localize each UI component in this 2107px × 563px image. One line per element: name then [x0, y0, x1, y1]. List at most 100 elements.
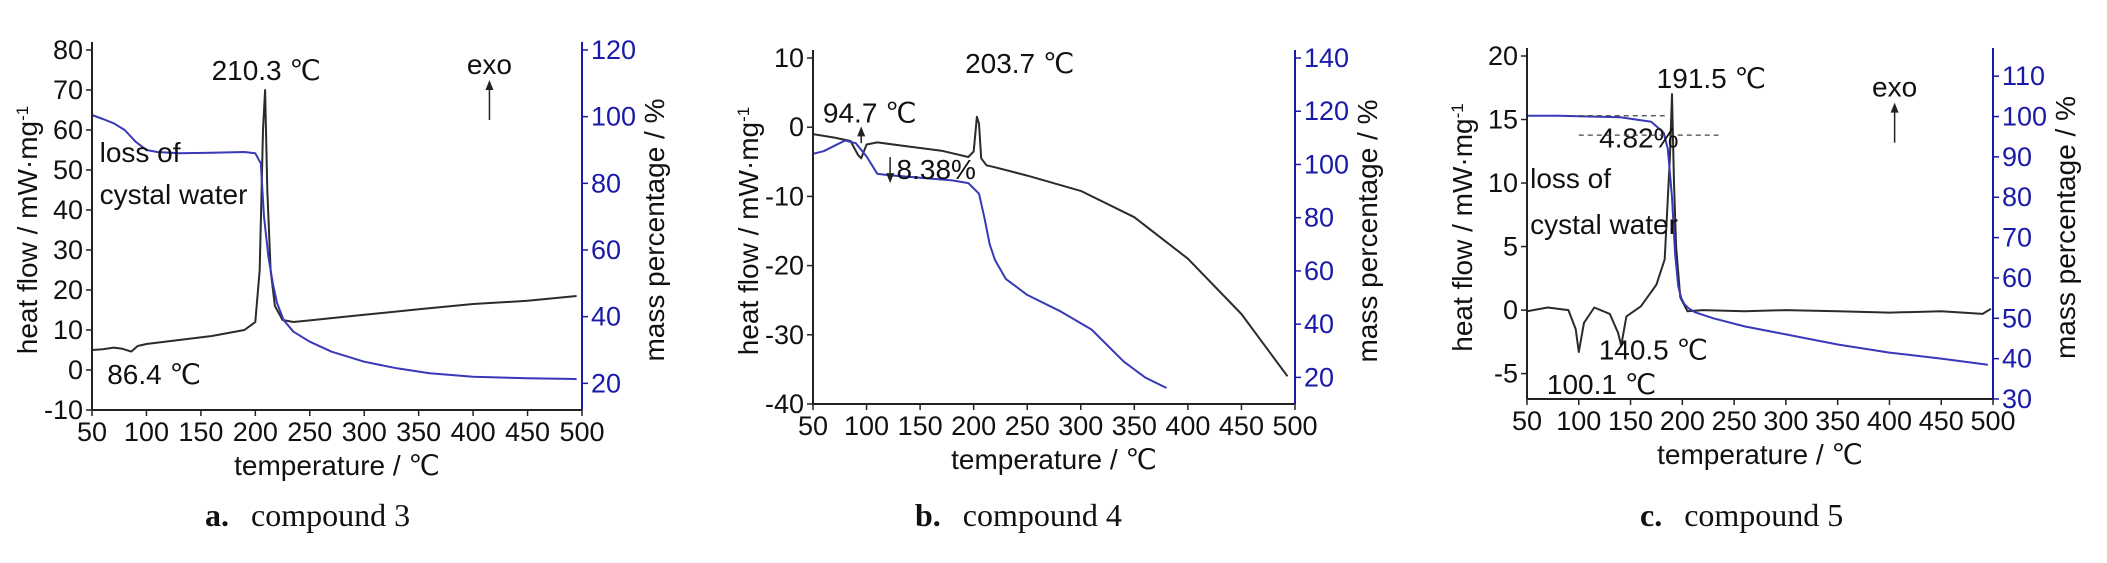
y-right-tick-label: 110 — [2002, 61, 2045, 91]
y-left-tick-label: 70 — [53, 75, 83, 105]
y-left-tick-label: 30 — [53, 235, 83, 265]
chart-panel-c: 50 100 150 200 250 300 350 400 450 500 -5 0 5 10 15 20 3… — [1415, 0, 2107, 563]
annotation-label: 4.82% — [1599, 122, 1678, 153]
y-right-tick-label: 60 — [2002, 263, 2032, 293]
x-tick-label: 100 — [1556, 406, 1601, 436]
loss-arrow-head — [886, 173, 895, 184]
y-right-tick-label: 80 — [1304, 203, 1334, 233]
y-left-tick-label: -10 — [44, 395, 83, 425]
y-right-tick-label: 20 — [1304, 362, 1334, 392]
y-left-tick-label: 40 — [53, 195, 83, 225]
y-right-tick-label: 40 — [2002, 344, 2032, 374]
y-right-tick-label: 120 — [1304, 96, 1349, 126]
y-left-tick-label: 5 — [1503, 232, 1518, 262]
caption-c-letter: c. — [1640, 497, 1663, 533]
y-right-tick-label: 60 — [1304, 256, 1334, 286]
y-left-tick-label: -20 — [765, 251, 804, 281]
y-left-tick-label: 50 — [53, 155, 83, 185]
x-tick-label: 350 — [396, 417, 441, 447]
y-left-tick-label: 0 — [1503, 295, 1518, 325]
exo-arrow-head — [1890, 102, 1899, 113]
x-tick-label: 450 — [1219, 411, 1264, 441]
y-left-tick-label: 10 — [774, 43, 804, 73]
y-left-tick-label: -40 — [765, 389, 804, 419]
annotation-label: cystal water — [100, 179, 248, 210]
caption-a: a. compound 3 — [205, 497, 410, 534]
series-mass-line — [92, 114, 577, 380]
x-tick-label: 400 — [1867, 406, 1912, 436]
annotation-label: loss of — [1530, 163, 1611, 194]
annotation-label: loss of — [100, 137, 181, 168]
annotation-label: 94.7 ℃ — [823, 97, 917, 128]
x-tick-label: 400 — [1165, 411, 1210, 441]
x-tick-label: 200 — [951, 411, 996, 441]
annotation-label: 210.3 ℃ — [212, 55, 321, 86]
series-mass-line — [1527, 114, 1988, 366]
y-right-tick-label: 30 — [2002, 384, 2032, 414]
x-tick-label: 150 — [178, 417, 223, 447]
y-left-tick-label: 20 — [1488, 41, 1518, 71]
annotation-label: cystal water — [1530, 209, 1678, 240]
x-tick-label: 50 — [77, 417, 107, 447]
x-tick-label: 300 — [1763, 406, 1808, 436]
y-right-tick-label: 90 — [2002, 142, 2032, 172]
x-axis-label: temperature / ℃ — [234, 450, 440, 481]
y-left-tick-label: 0 — [68, 355, 83, 385]
x-tick-label: 150 — [898, 411, 943, 441]
x-tick-label: 250 — [1712, 406, 1757, 436]
annotation-label: 191.5 ℃ — [1657, 63, 1766, 94]
x-tick-label: 100 — [124, 417, 169, 447]
y-left-tick-label: 10 — [1488, 168, 1518, 198]
x-axis-label: temperature / ℃ — [1657, 439, 1863, 470]
y-left-tick-label: 15 — [1488, 105, 1518, 135]
y-left-tick-label: 20 — [53, 275, 83, 305]
x-tick-label: 250 — [1005, 411, 1050, 441]
y-right-tick-label: 120 — [591, 35, 636, 65]
chart-c-svg: 50 100 150 200 250 300 350 400 450 500-5051015203… — [1447, 41, 2081, 470]
x-tick-label: 300 — [1058, 411, 1103, 441]
x-tick-label: 150 — [1608, 406, 1653, 436]
x-tick-label: 50 — [1512, 406, 1542, 436]
x-axis-label: temperature / ℃ — [951, 444, 1157, 475]
x-tick-label: 450 — [505, 417, 550, 447]
annotation-label: 8.38% — [897, 154, 976, 185]
x-tick-label: 250 — [287, 417, 332, 447]
caption-b: b. compound 4 — [915, 497, 1122, 534]
series-heat-flow-line — [1527, 93, 1992, 353]
caption-a-text: compound 3 — [251, 497, 411, 533]
x-tick-label: 400 — [451, 417, 496, 447]
y-right-tick-label: 100 — [1304, 149, 1349, 179]
y-right-tick-label: 40 — [1304, 309, 1334, 339]
y-right-tick-label: 100 — [591, 102, 636, 132]
annotation-label: 86.4 ℃ — [107, 359, 201, 390]
caption-c-text: compound 5 — [1684, 497, 1844, 533]
caption-c: c. compound 5 — [1640, 497, 1843, 534]
chart-panel-a: 50 100 150 200 250 300 350 400 450 500 -10 0 10 20 30 4… — [0, 0, 700, 563]
y-right-tick-label: 80 — [2002, 182, 2032, 212]
y-right-tick-label: 140 — [1304, 43, 1349, 73]
y-right-tick-label: 80 — [591, 168, 621, 198]
annotation-label: exo — [1872, 72, 1917, 103]
x-tick-label: 350 — [1815, 406, 1860, 436]
chart-b-svg: 50 100 150 200 250 300 350 400 450 500-40-30-20-1… — [733, 43, 1383, 475]
chart-a-svg: 50 100 150 200 250 300 350 400 450 500 -10 0 10 20 30 4… — [12, 35, 670, 481]
peak-arrow-head — [857, 126, 866, 137]
caption-b-letter: b. — [915, 497, 941, 533]
y-axis-left-label: heat flow / mW·mg-1 — [12, 106, 43, 355]
y-left-tick-label: 0 — [789, 112, 804, 142]
caption-a-letter: a. — [205, 497, 229, 533]
y-axis-right-label: mass percentage / % — [2050, 96, 2081, 359]
exo-arrow-head — [485, 80, 494, 90]
y-left-tick-label: 10 — [53, 315, 83, 345]
annotation-label: 140.5 ℃ — [1599, 335, 1708, 366]
annotation-label: 203.7 ℃ — [965, 48, 1074, 79]
y-right-tick-label: 60 — [591, 235, 621, 265]
x-tick-label: 500 — [1970, 406, 2015, 436]
x-tick-label: 200 — [1660, 406, 1705, 436]
y-right-tick-label: 50 — [2002, 303, 2032, 333]
y-left-tick-label: -5 — [1494, 359, 1518, 389]
y-axis-right-label: mass percentage / % — [1352, 99, 1383, 362]
y-right-tick-label: 70 — [2002, 223, 2032, 253]
caption-b-text: compound 4 — [962, 497, 1122, 533]
x-tick-label: 100 — [844, 411, 889, 441]
